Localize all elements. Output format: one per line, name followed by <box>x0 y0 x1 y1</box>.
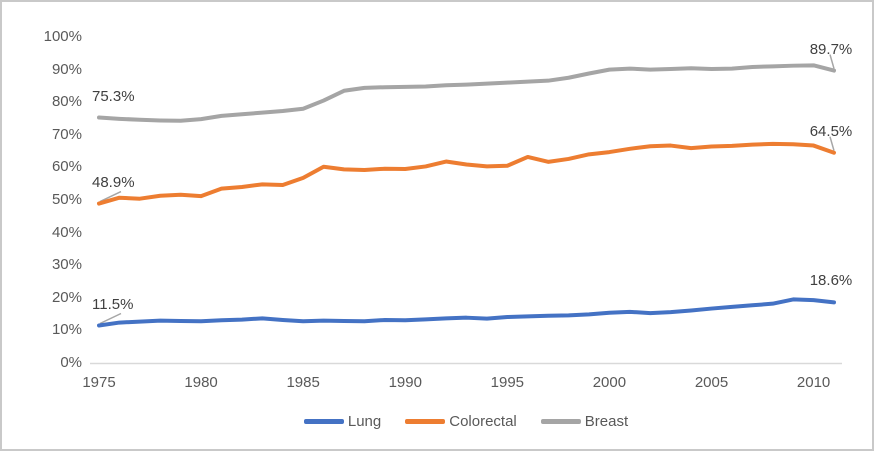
series-line-lung[interactable] <box>97 297 836 328</box>
label-leader-line <box>829 136 835 151</box>
data-label: 18.6% <box>809 272 853 290</box>
legend-item-breast[interactable]: Breast <box>540 412 629 430</box>
data-label: 89.7% <box>809 40 853 58</box>
chart-legend: Lung Colorectal Breast <box>90 408 842 434</box>
y-axis-tick-label: 20% <box>51 288 82 306</box>
label-leader-line <box>99 312 122 325</box>
x-axis-tick-label: 2005 <box>694 374 729 391</box>
x-axis-tick-label: 1995 <box>490 374 525 391</box>
y-axis-tick-label: 10% <box>51 321 82 339</box>
legend-label: Lung <box>347 412 382 430</box>
legend-item-colorectal[interactable]: Colorectal <box>405 413 517 430</box>
legend-label: Breast <box>584 412 629 430</box>
y-axis-tick-label: 100% <box>43 28 82 45</box>
series-line-colorectal[interactable] <box>97 141 836 206</box>
colorectal-line-swatch-icon <box>405 418 446 424</box>
y-axis-tick-label: 90% <box>51 60 82 78</box>
x-axis-tick-label: 1990 <box>388 374 422 391</box>
x-axis-tick-label: 2000 <box>592 374 627 391</box>
legend-label: Colorectal <box>449 412 517 430</box>
y-axis-tick-label: 40% <box>51 223 82 241</box>
label-leader-line <box>829 54 835 69</box>
x-axis-tick-label: 1980 <box>184 374 218 391</box>
y-axis-tick-label: 0% <box>60 354 82 371</box>
x-axis-tick-label: 2010 <box>796 374 831 391</box>
data-label: 75.3% <box>92 87 135 105</box>
series-line-breast[interactable] <box>97 63 836 123</box>
y-axis-tick-label: 30% <box>51 256 82 274</box>
data-label: 48.9% <box>92 173 135 191</box>
y-axis-tick-label: 70% <box>51 125 82 143</box>
x-axis-tick-label: 1975 <box>82 374 116 391</box>
y-axis-tick-label: 50% <box>51 191 82 208</box>
x-axis-tick-label: 1985 <box>286 374 320 391</box>
breast-line-swatch-icon <box>540 418 581 424</box>
data-label: 11.5% <box>92 295 134 313</box>
y-axis-tick-label: 60% <box>51 158 82 176</box>
label-leader-line <box>99 190 122 203</box>
legend-item-lung[interactable]: Lung <box>303 412 382 430</box>
lung-line-swatch-icon <box>303 418 344 424</box>
data-label: 64.5% <box>809 122 853 140</box>
y-axis-tick-label: 80% <box>51 93 82 111</box>
